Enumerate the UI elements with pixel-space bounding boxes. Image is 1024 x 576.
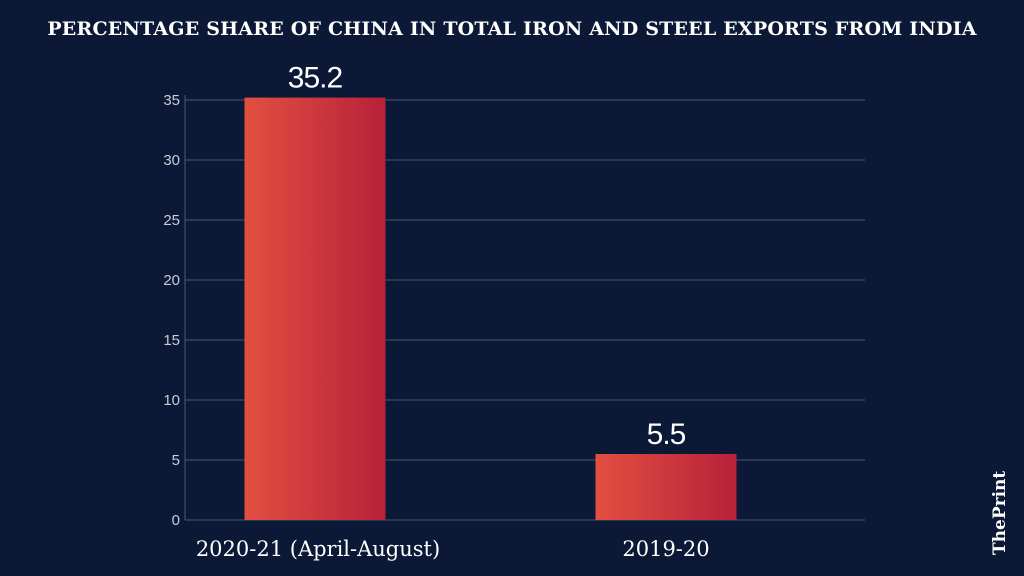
- x-tick-label: 2019-20: [622, 537, 709, 561]
- y-tick-label: 5: [172, 452, 180, 469]
- y-tick-label: 0: [172, 512, 180, 529]
- theprint-logo: ThePrint: [990, 470, 1010, 555]
- data-label: 5.5: [647, 418, 686, 451]
- data-label: 35.2: [288, 62, 343, 95]
- y-tick-label: 30: [163, 152, 180, 169]
- bar: [244, 97, 386, 520]
- bar: [595, 454, 737, 520]
- y-tick-label: 25: [163, 212, 180, 229]
- y-tick-label: 20: [163, 272, 180, 289]
- y-tick-label: 15: [163, 332, 180, 349]
- chart-title: PERCENTAGE SHARE OF CHINA IN TOTAL IRON …: [47, 18, 977, 40]
- x-tick-label: 2020-21 (April-August): [196, 537, 440, 561]
- y-tick-label: 35: [163, 92, 180, 109]
- y-tick-label: 10: [163, 392, 180, 409]
